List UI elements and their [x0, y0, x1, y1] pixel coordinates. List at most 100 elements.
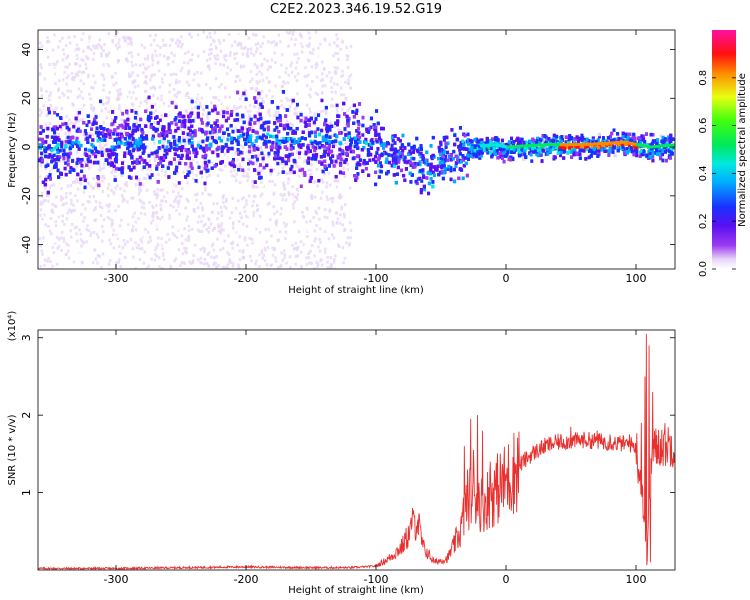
heatmap-noise-cell [61, 151, 65, 155]
heatmap-noise-cell [343, 228, 346, 232]
heatmap-noise-cell [78, 165, 82, 169]
heatmap-noise-cell [70, 86, 73, 90]
heatmap-noise-cell [120, 118, 124, 122]
heatmap-noise-cell [48, 142, 52, 146]
heatmap-noise-cell [294, 66, 298, 70]
heatmap-noise-cell [228, 216, 232, 220]
heatmap-noise-cell [168, 83, 172, 87]
heatmap-noise-cell [155, 261, 158, 265]
heatmap-noise-cell [78, 228, 81, 232]
heatmap-noise-cell [333, 179, 337, 183]
heatmap-noise-cell [52, 62, 55, 66]
heatmap-noise-cell [247, 167, 250, 171]
heatmap-noise-cell [117, 41, 120, 45]
heatmap-noise-cell [88, 38, 91, 42]
heatmap-noise-cell [176, 171, 179, 175]
heatmap-noise-cell [161, 215, 164, 219]
heatmap-noise-cell [123, 39, 127, 43]
heatmap-noise-cell [319, 196, 323, 200]
heatmap-noise-cell [108, 64, 111, 68]
heatmap-noise-cell [183, 105, 187, 109]
heatmap-noise-cell [94, 199, 98, 203]
heatmap-noise-cell [63, 223, 66, 227]
heatmap-noise-cell [303, 257, 307, 261]
heatmap-noise-cell [256, 207, 260, 211]
heatmap-noise-cell [287, 177, 290, 181]
heatmap-noise-cell [320, 254, 323, 258]
heatmap-noise-cell [122, 196, 125, 200]
heatmap-noise-cell [89, 48, 93, 52]
heatmap-noise-cell [249, 70, 253, 74]
heatmap-noise-cell [221, 128, 224, 132]
heatmap-noise-cell [275, 189, 278, 193]
heatmap-noise-cell [112, 83, 115, 87]
heatmap-band-cell [197, 165, 201, 170]
heatmap-noise-cell [149, 43, 153, 47]
heatmap-noise-cell [65, 76, 69, 80]
heatmap-noise-cell [107, 194, 110, 198]
heatmap-band-cell [121, 112, 125, 116]
heatmap-noise-cell [108, 164, 111, 168]
heatmap-noise-cell [221, 195, 225, 199]
heatmap-noise-cell [40, 66, 43, 70]
heatmap-noise-cell [274, 256, 277, 260]
heatmap-noise-cell [229, 68, 233, 72]
heatmap-noise-cell [216, 173, 220, 177]
heatmap-noise-cell [187, 238, 191, 242]
heatmap-noise-cell [325, 181, 329, 185]
heatmap-noise-cell [293, 52, 296, 56]
heatmap-noise-cell [79, 250, 82, 254]
heatmap-noise-cell [51, 40, 54, 44]
heatmap-noise-cell [288, 170, 291, 174]
heatmap-noise-cell [160, 116, 164, 120]
heatmap-noise-cell [154, 252, 157, 256]
heatmap-noise-cell [92, 52, 96, 56]
heatmap-noise-cell [257, 166, 260, 170]
heatmap-noise-cell [106, 179, 110, 183]
heatmap-noise-cell [209, 150, 213, 154]
heatmap-noise-cell [314, 63, 317, 67]
heatmap-noise-cell [307, 59, 311, 63]
heatmap-noise-cell [195, 198, 198, 202]
heatmap-noise-cell [56, 247, 60, 251]
heatmap-noise-cell [244, 33, 248, 37]
heatmap-noise-cell [251, 185, 255, 189]
heatmap-noise-cell [299, 33, 302, 37]
heatmap-noise-cell [53, 33, 56, 37]
heatmap-noise-cell [349, 236, 352, 240]
heatmap-noise-cell [208, 32, 211, 36]
heatmap-noise-cell [92, 208, 96, 212]
heatmap-band-cell [320, 98, 324, 103]
heatmap-noise-cell [237, 263, 240, 267]
heatmap-noise-cell [97, 235, 100, 239]
heatmap-noise-cell [345, 46, 348, 50]
heatmap-noise-cell [208, 48, 212, 52]
heatmap-noise-cell [101, 39, 105, 43]
heatmap-noise-cell [131, 247, 135, 251]
heatmap-noise-cell [326, 198, 329, 202]
heatmap-band-cell [218, 126, 222, 131]
heatmap-noise-cell [75, 53, 79, 57]
heatmap-noise-cell [133, 79, 137, 83]
heatmap-noise-cell [138, 187, 141, 191]
heatmap-noise-cell [118, 38, 121, 42]
heatmap-noise-cell [205, 227, 209, 231]
heatmap-noise-cell [93, 248, 96, 252]
heatmap-noise-cell [276, 172, 280, 176]
heatmap-noise-cell [117, 260, 120, 264]
heatmap-noise-cell [131, 172, 135, 176]
heatmap-noise-cell [76, 199, 79, 203]
heatmap-noise-cell [127, 115, 130, 119]
heatmap-noise-cell [161, 38, 165, 42]
heatmap-noise-cell [298, 117, 301, 121]
heatmap-noise-cell [155, 254, 159, 258]
heatmap-noise-cell [271, 129, 274, 133]
heatmap-noise-cell [277, 111, 280, 115]
heatmap-noise-cell [295, 151, 299, 155]
heatmap-noise-cell [106, 39, 109, 43]
heatmap-noise-cell [116, 237, 120, 241]
heatmap-noise-cell [176, 227, 180, 231]
heatmap-noise-cell [66, 89, 69, 93]
heatmap-noise-cell [155, 192, 159, 196]
heatmap-noise-cell [45, 160, 49, 164]
